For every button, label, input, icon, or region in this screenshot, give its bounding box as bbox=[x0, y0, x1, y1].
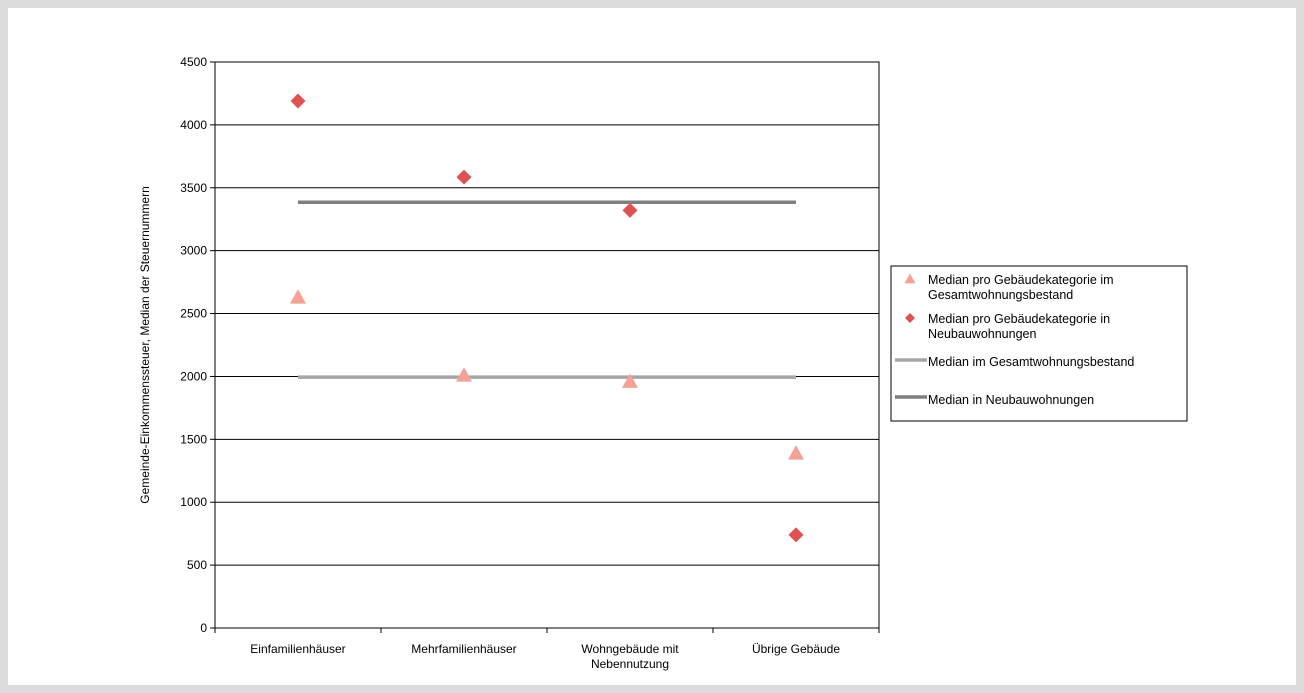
diamond-marker bbox=[622, 202, 638, 218]
legend-label: Gesamtwohnungsbestand bbox=[928, 288, 1073, 302]
diamond-marker bbox=[788, 527, 804, 543]
y-tick-label: 1000 bbox=[180, 495, 207, 509]
legend-label: Neubauwohnungen bbox=[928, 327, 1036, 341]
y-tick-label: 4500 bbox=[180, 55, 207, 69]
triangle-marker bbox=[788, 445, 804, 460]
legend-label: Median pro Gebäudekategorie im bbox=[928, 273, 1114, 287]
x-tick-label: Nebennutzung bbox=[591, 657, 669, 671]
x-tick-label: Wohngebäude mit bbox=[581, 642, 679, 656]
legend-box bbox=[890, 265, 1188, 422]
triangle-marker bbox=[904, 273, 916, 284]
legend-label: Median in Neubauwohnungen bbox=[928, 393, 1094, 407]
diamond-marker bbox=[290, 93, 306, 109]
triangle-marker bbox=[290, 289, 306, 304]
y-axis-title: Gemeinde-Einkommenssteuer, Median der St… bbox=[138, 186, 152, 503]
y-tick-label: 1500 bbox=[180, 432, 207, 446]
legend-label: Median pro Gebäudekategorie in bbox=[928, 312, 1110, 326]
y-tick-label: 2500 bbox=[180, 307, 207, 321]
y-tick-label: 4000 bbox=[180, 118, 207, 132]
y-tick-label: 0 bbox=[200, 621, 207, 635]
scatter-chart: 0 500 1000 1500 2000 2500 3000 3500 4000 4500 Einf… bbox=[138, 55, 1188, 671]
y-tick-label: 3000 bbox=[180, 244, 207, 258]
x-tick-label: Übrige Gebäude bbox=[752, 642, 840, 656]
triangle-marker bbox=[456, 367, 472, 382]
x-tick-label: Einfamilienhäuser bbox=[250, 642, 345, 656]
y-tick-label: 2000 bbox=[180, 369, 207, 383]
triangle-marker bbox=[622, 373, 638, 388]
diamond-marker bbox=[905, 313, 915, 323]
y-tick-label: 3500 bbox=[180, 181, 207, 195]
plot-area bbox=[214, 61, 880, 629]
legend-label: Median im Gesamtwohnungsbestand bbox=[928, 355, 1134, 369]
y-tick-label: 500 bbox=[187, 558, 207, 572]
chart-frame: 0 500 1000 1500 2000 2500 3000 3500 4000 4500 Einf… bbox=[8, 8, 1296, 685]
x-tick-label: Mehrfamilienhäuser bbox=[411, 642, 516, 656]
diamond-marker bbox=[456, 169, 472, 185]
